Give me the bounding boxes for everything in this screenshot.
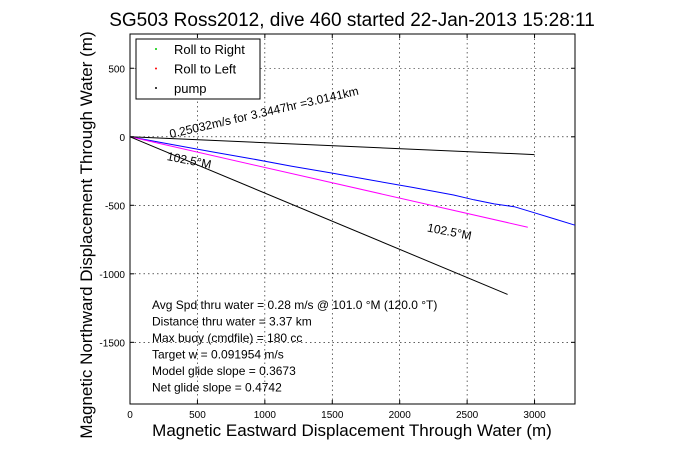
legend-marker [155,87,157,89]
series-line-3 [129,136,508,295]
y-tick-label: -1000 [99,270,125,281]
x-tick-label: 0 [127,410,133,421]
x-tick-label: 1000 [254,410,277,421]
y-tick-label: -1500 [99,338,125,349]
stats-line: Net glide slope = 0.4742 [152,381,282,395]
legend: Roll to Right Roll to Left pump [135,38,261,100]
x-tick-label: 1500 [321,410,344,421]
stats-line: Distance thru water = 3.37 km [152,315,312,329]
stats-line: Target w = 0.091954 m/s [152,348,284,362]
x-axis-label: Magnetic Eastward Displacement Through W… [152,421,552,440]
plot-area: 0 500 1000 1500 2000 2500 3000 500 0 -500 -1000 -15… [99,33,576,421]
y-axis-label: Magnetic Northward Displacement Through … [77,31,96,438]
y-tick-label: 500 [108,64,125,75]
legend-label: Roll to Left [174,62,237,77]
x-tick-label: 500 [189,410,206,421]
stats-line: Avg Spd thru water = 0.28 m/s @ 101.0 °M… [152,298,437,312]
stats-line: Max buoy (cmdfile) = 180 cc [152,331,302,345]
y-tick-label: -500 [105,201,125,212]
series-line-4 [129,136,535,156]
legend-label: pump [174,81,207,96]
stats-line: Model glide slope = 0.3673 [152,364,296,378]
x-tick-label: 3000 [523,410,546,421]
chart-title: SG503 Ross2012, dive 460 started 22-Jan-… [109,10,595,31]
legend-marker [155,67,157,70]
legend-label: Roll to Right [174,42,245,57]
x-tick-label: 2000 [389,410,412,421]
series-line-1 [129,136,576,226]
x-tick-label: 2500 [456,410,479,421]
y-tick-label: 0 [119,133,125,144]
legend-marker [155,48,157,50]
series-line-2 [129,136,528,228]
